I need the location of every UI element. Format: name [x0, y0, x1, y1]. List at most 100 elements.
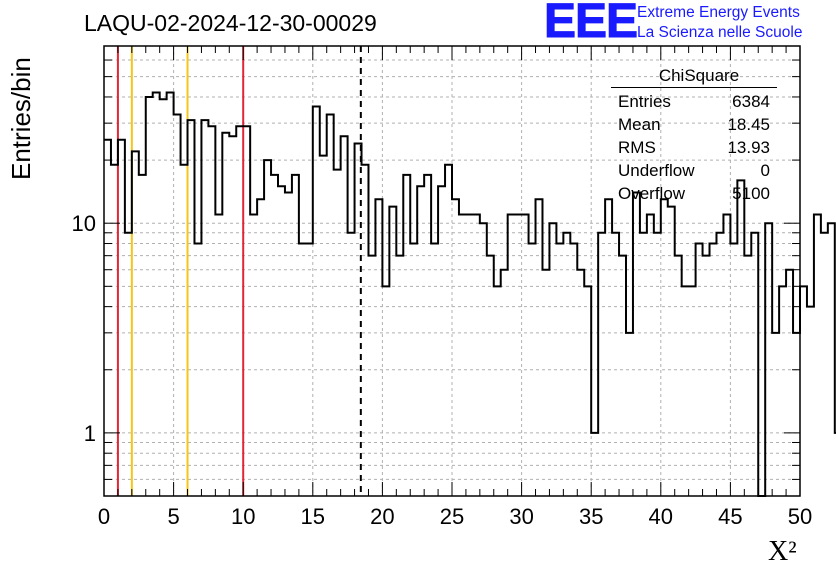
histogram-bin [188, 120, 195, 496]
histogram-bin [410, 244, 417, 496]
histogram-bin [626, 333, 633, 496]
histogram-bin [494, 286, 501, 496]
histogram-bin [675, 256, 682, 496]
histogram-bin [487, 256, 494, 496]
histogram-bin [368, 256, 375, 496]
histogram-bin [751, 233, 758, 496]
stats-row-mean: Mean 18.45 [611, 113, 777, 136]
histogram-bin [661, 199, 668, 496]
histogram-bin [201, 120, 208, 496]
histogram-bin [710, 244, 717, 496]
histogram-bin [765, 223, 772, 496]
x-tick-label: 40 [649, 504, 673, 529]
histogram-bin [362, 165, 369, 496]
histogram-bin [292, 175, 299, 496]
histogram-bin [633, 193, 640, 496]
histogram-bin [466, 215, 473, 496]
histogram-bin [431, 244, 438, 496]
stats-row-rms: RMS 13.93 [611, 136, 777, 159]
histogram-bin [417, 186, 424, 496]
histogram-bin [591, 433, 598, 496]
histogram-bin [208, 126, 215, 496]
histogram-bin [396, 256, 403, 496]
histogram-bin [327, 114, 334, 496]
histogram-bin [772, 333, 779, 496]
histogram-bin [445, 165, 452, 496]
y-tick-label: 10 [72, 211, 96, 236]
x-tick-label: 50 [788, 504, 812, 529]
histogram-bin [355, 143, 362, 496]
x-tick-label: 35 [579, 504, 603, 529]
stats-value: 0 [760, 161, 770, 180]
histogram-bin [313, 107, 320, 496]
stats-label: Overflow [618, 184, 686, 203]
x-tick-label: 45 [718, 504, 742, 529]
histogram-bin [181, 165, 188, 496]
histogram-bin [424, 175, 431, 496]
histogram-bin [348, 233, 355, 496]
histogram-bin [174, 114, 181, 496]
stats-label: Entries [618, 92, 671, 111]
histogram-bin [299, 244, 306, 496]
x-tick-label: 0 [98, 504, 110, 529]
stats-label: RMS [618, 138, 656, 157]
y-axis-label: Entries/bin [6, 57, 36, 180]
histogram-bin [737, 180, 744, 496]
histogram-bin [118, 140, 125, 496]
y-tick-label: 1 [84, 421, 96, 446]
histogram-bin [682, 286, 689, 496]
histogram-bin [285, 193, 292, 496]
histogram-bin [153, 93, 160, 496]
histogram-bin [793, 333, 800, 496]
histogram-bin [549, 223, 556, 496]
histogram-bin [696, 244, 703, 496]
x-tick-label: 10 [231, 504, 255, 529]
histogram-bin [194, 244, 201, 496]
histogram-bin [375, 199, 382, 496]
x-tick-label: 25 [440, 504, 464, 529]
x-axis-label: X² [768, 536, 797, 567]
histogram-bin [480, 223, 487, 496]
histogram-bin [723, 215, 730, 496]
eee-logo: EEE [543, 0, 638, 49]
histogram-bin [278, 186, 285, 496]
histogram-bin [452, 199, 459, 496]
stats-row-overflow: Overflow 5100 [611, 182, 777, 205]
histogram-bin [536, 199, 543, 496]
histogram-bin [647, 215, 654, 496]
histogram-bin [584, 286, 591, 496]
histogram-bin [125, 233, 132, 496]
histogram-bin [111, 165, 118, 496]
histogram-bin [522, 215, 529, 496]
stats-label: Mean [618, 115, 661, 134]
histogram-bin [744, 256, 751, 496]
histogram-bin [167, 93, 174, 496]
logo-line-2: La Scienza nelle Scuole [637, 24, 803, 41]
logo-line-1: Extreme Energy Events [637, 4, 800, 21]
histogram-bin [334, 170, 341, 496]
histogram-bin [542, 270, 549, 496]
histogram-bin [264, 160, 271, 496]
histogram-bin [403, 175, 410, 496]
histogram-bin [306, 244, 313, 496]
stats-value: 6384 [732, 92, 770, 111]
histogram-bin [807, 307, 814, 496]
histogram-bin [668, 207, 675, 496]
histogram-bin [222, 133, 229, 496]
histogram-bin [786, 270, 793, 496]
x-tick-label: 5 [167, 504, 179, 529]
histogram-bin [529, 244, 536, 496]
histogram-bin [236, 126, 243, 496]
x-tick-label: 15 [301, 504, 325, 529]
stats-label: Underflow [618, 161, 695, 180]
histogram-bin [605, 199, 612, 496]
histogram-bin [382, 286, 389, 496]
histogram-bin [341, 136, 348, 496]
histogram-bin [598, 233, 605, 496]
histogram-bin [703, 256, 710, 496]
histogram-bin [257, 199, 264, 496]
histogram-bin [320, 156, 327, 496]
histogram-bin [570, 244, 577, 496]
histogram-bin [515, 215, 522, 496]
